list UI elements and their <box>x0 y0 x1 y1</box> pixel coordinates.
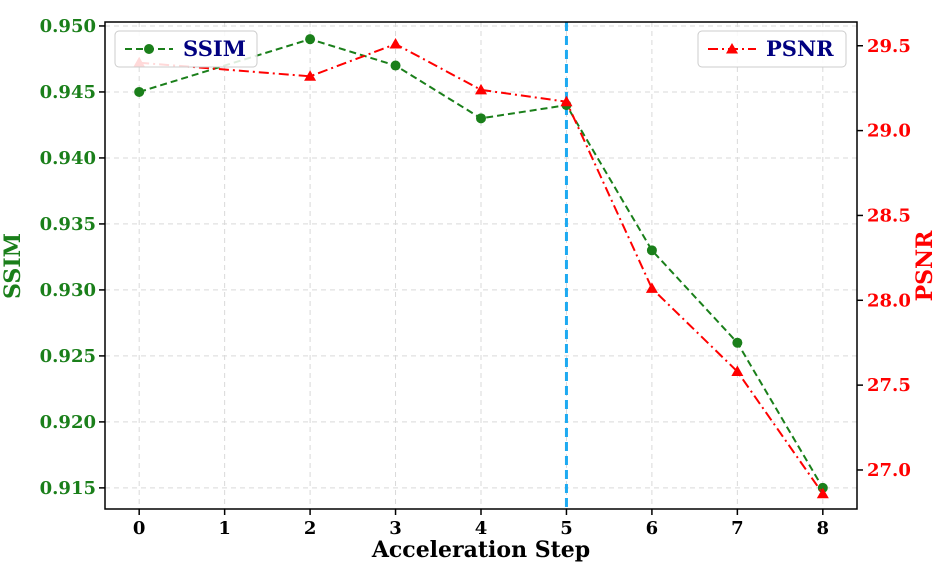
y-left-tick-label: 0.930 <box>40 280 96 301</box>
psnr-data-point <box>389 38 402 49</box>
legend-ssim-label: SSIM <box>183 36 246 61</box>
y-right-tick-label: 29.5 <box>867 36 911 57</box>
legend-psnr-label: PSNR <box>766 36 834 61</box>
grid-layer <box>105 22 857 509</box>
legend-psnr-marker-sample <box>726 43 738 54</box>
y-left-tick-label: 0.915 <box>40 478 96 499</box>
psnr-data-point <box>816 487 829 499</box>
legend-ssim-marker-sample <box>144 44 154 54</box>
y-right-tick-label: 27.0 <box>867 460 911 481</box>
x-tick-label: 0 <box>133 518 146 539</box>
x-tick-label: 3 <box>389 518 402 539</box>
y-left-tick-label: 0.935 <box>40 214 96 235</box>
legend-ssim: SSIM <box>114 30 258 68</box>
y-right-tick-label: 27.5 <box>867 375 911 396</box>
y-left-tick-label: 0.940 <box>40 148 96 169</box>
x-axis-label: Acceleration Step <box>371 537 590 563</box>
psnr-series-line <box>139 42 824 495</box>
x-tick-label: 6 <box>646 518 659 539</box>
psnr-data-point <box>645 282 658 293</box>
x-tick-label: 1 <box>218 518 231 539</box>
x-tick-label: 4 <box>475 518 488 539</box>
legend-psnr-box <box>697 30 847 68</box>
legend-ssim-box <box>114 30 258 68</box>
ssim-series-line <box>138 38 824 489</box>
y-left-tick-label: 0.925 <box>40 346 96 367</box>
y-axis-left-label: SSIM <box>0 233 26 299</box>
y-right-tick-label: 28.0 <box>867 290 911 311</box>
x-tick-label: 8 <box>817 518 830 539</box>
ssim-data-point <box>305 34 316 45</box>
x-tick-label: 5 <box>560 518 573 539</box>
x-tick-label: 7 <box>731 518 744 539</box>
axes-layer: 0 1 2 3 4 5 6 7 8 0.915 0.920 0.925 0.930 0.935 0.940 0… <box>40 16 911 539</box>
ssim-data-point <box>476 113 486 124</box>
ssim-data-point <box>646 245 657 256</box>
ssim-data-point <box>732 337 743 348</box>
y-right-tick-label: 28.5 <box>867 205 911 226</box>
ssim-data-point <box>134 86 145 97</box>
psnr-data-point <box>304 70 317 81</box>
y-left-tick-label: 0.950 <box>40 16 96 37</box>
psnr-data-point <box>560 95 573 107</box>
psnr-data-point <box>475 83 487 95</box>
legend-layer: SSIM PSNR <box>114 30 847 68</box>
y-left-tick-label: 0.920 <box>40 412 96 433</box>
y-left-tick-label: 0.945 <box>40 82 96 103</box>
y-axis-right-label: PSNR <box>912 230 938 302</box>
x-tick-label: 2 <box>304 518 317 539</box>
y-right-tick-label: 29.0 <box>867 121 911 142</box>
ssim-data-point <box>390 60 401 71</box>
series-layer <box>133 22 829 509</box>
psnr-data-point <box>731 365 744 377</box>
legend-psnr: PSNR <box>697 30 847 68</box>
